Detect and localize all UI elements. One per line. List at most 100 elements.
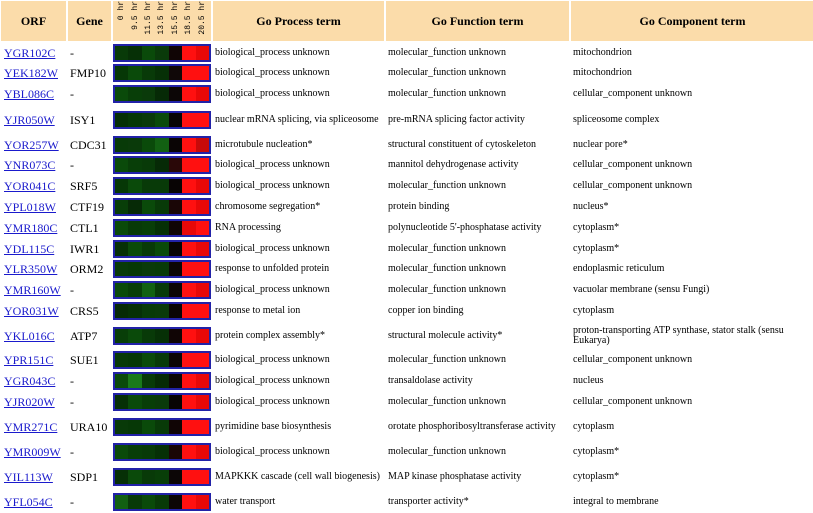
table-row: YOR031W CRS5 response to metal ion copper i…: [1, 301, 813, 320]
heatmap-block: [195, 419, 209, 434]
heatmap-block: [128, 113, 142, 127]
go-function-cell: molecular_function unknown: [388, 180, 507, 191]
gene-cell: -: [70, 282, 74, 297]
go-function-cell: structural molecule activity*: [388, 329, 503, 341]
heatmap-block: [141, 220, 156, 235]
heatmap-cell: [113, 218, 211, 237]
orf-cell: YOR041C: [1, 176, 66, 196]
heatmap-block: [155, 220, 169, 235]
orf-link[interactable]: YJR020W: [4, 394, 55, 409]
heatmap-block: [182, 328, 196, 343]
orf-link[interactable]: YOR041C: [4, 179, 56, 193]
orf-cell: YOR031W: [1, 301, 66, 320]
heatmap-block: [195, 469, 209, 484]
orf-link[interactable]: YNR073C: [4, 158, 56, 172]
gene-cell: CDC31: [70, 138, 107, 152]
heatmap-block: [168, 353, 183, 367]
go-component-header: Go Component term: [571, 1, 813, 41]
orf-link[interactable]: YFL054C: [4, 494, 53, 509]
go-component-cell: cytoplasm*: [573, 242, 620, 254]
table-row: YPL018W CTF19 chromosome segregation* prote…: [1, 198, 813, 216]
heatmap-block: [168, 444, 183, 459]
heatmap-block: [128, 282, 142, 297]
heatmap-block: [115, 220, 129, 235]
orf-link[interactable]: YBL086C: [4, 87, 55, 101]
go-component-cell: cellular_component unknown: [573, 395, 693, 407]
heatmap-block: [115, 444, 129, 459]
orf-link[interactable]: YMR009W: [4, 444, 61, 459]
gene-cell: -: [70, 394, 74, 409]
gene-cell: -: [70, 87, 74, 101]
orf-link[interactable]: YEK182W: [4, 66, 58, 80]
heatmap-block: [182, 262, 196, 276]
orf-link[interactable]: YKL016C: [4, 328, 55, 343]
expression-heatmap: [113, 371, 211, 390]
orf-cell: YLR350W: [1, 260, 66, 278]
go-function-cell: transporter activity*: [388, 495, 469, 507]
orf-link[interactable]: YMR271C: [4, 419, 58, 434]
orf-link[interactable]: YOR257W: [4, 138, 59, 152]
go-component-cell: cellular_component unknown: [573, 88, 693, 99]
orf-link[interactable]: YOR031W: [4, 303, 59, 318]
heatmap-cell: [113, 43, 211, 62]
table-row: YOR041C SRF5 biological_process unknown mol…: [1, 176, 813, 196]
heatmap-block: [115, 113, 129, 127]
heatmap-block: [141, 113, 156, 127]
orf-link[interactable]: YDL115C: [4, 241, 55, 256]
heatmap-block: [155, 469, 169, 484]
heatmap-block: [168, 373, 183, 388]
go-component-cell: cellular_component unknown: [573, 180, 693, 191]
go-component-cell: cytoplasm*: [573, 221, 620, 233]
time-points-header: 0 hr 9.5 hr 11.5 hr 13.5 hr 15.5 hr 18.5 hr 20…: [113, 1, 211, 41]
time-label: 13.5 hr: [157, 1, 167, 35]
go-function-cell: molecular_function unknown: [388, 395, 507, 407]
heatmap-block: [182, 303, 196, 318]
go-process-cell: pyrimidine base biosynthesis: [215, 420, 332, 432]
gene-cell: -: [70, 373, 74, 388]
expression-heatmap: [113, 85, 211, 103]
heatmap-block: [128, 241, 142, 256]
heatmap-block: [155, 444, 169, 459]
orf-link[interactable]: YGR043C: [4, 373, 56, 388]
heatmap-block: [168, 303, 183, 318]
expression-heatmap: [113, 351, 211, 369]
heatmap-block: [195, 179, 209, 193]
heatmap-cell: [113, 442, 211, 461]
heatmap-block: [195, 138, 209, 152]
go-process-cell: water transport: [215, 495, 276, 507]
gene-cell: SUE1: [70, 353, 99, 367]
heatmap-block: [168, 241, 183, 256]
heatmap-block: [128, 45, 142, 60]
go-component-cell: proton-transporting ATP synthase, stator…: [573, 324, 784, 346]
orf-link[interactable]: YMR160W: [4, 282, 61, 297]
heatmap-block: [155, 66, 169, 80]
heatmap-block: [168, 87, 183, 101]
orf-link[interactable]: YMR180C: [4, 220, 58, 235]
heatmap-cell: [113, 280, 211, 299]
heatmap-block: [141, 241, 156, 256]
orf-link[interactable]: YGR102C: [4, 45, 56, 60]
orf-link[interactable]: YLR350W: [4, 262, 58, 276]
expression-heatmap: [113, 177, 211, 195]
heatmap-block: [141, 179, 156, 193]
expression-heatmap: [113, 260, 211, 278]
gene-cell: CTL1: [70, 220, 99, 235]
heatmap-block: [168, 494, 183, 509]
go-component-cell: cellular_component unknown: [573, 159, 693, 170]
heatmap-block: [128, 373, 142, 388]
heatmap-block: [115, 303, 129, 318]
heatmap-block: [182, 179, 196, 193]
go-component-cell: cytoplasm*: [573, 470, 620, 482]
expression-heatmap: [113, 467, 211, 486]
orf-link[interactable]: YJR050W: [4, 113, 55, 127]
orf-link[interactable]: YPR151C: [4, 353, 54, 367]
heatmap-block: [155, 200, 169, 214]
heatmap-block: [115, 138, 129, 152]
heatmap-block: [128, 179, 142, 193]
expression-heatmap: [113, 442, 211, 461]
heatmap-block: [195, 158, 209, 172]
heatmap-block: [182, 87, 196, 101]
orf-link[interactable]: YIL113W: [4, 469, 53, 484]
orf-link[interactable]: YPL018W: [4, 200, 56, 214]
heatmap-block: [182, 353, 196, 367]
